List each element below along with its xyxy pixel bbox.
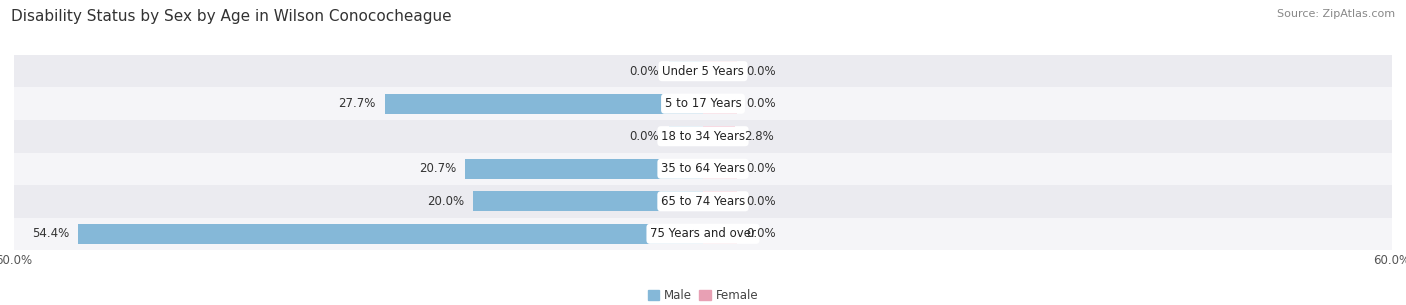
Bar — [703, 224, 738, 244]
Text: 54.4%: 54.4% — [32, 227, 69, 240]
Text: 0.0%: 0.0% — [747, 97, 776, 110]
Bar — [14, 217, 1392, 250]
Text: 0.0%: 0.0% — [747, 162, 776, 175]
Text: 65 to 74 Years: 65 to 74 Years — [661, 195, 745, 208]
Legend: Male, Female: Male, Female — [643, 284, 763, 305]
Text: 20.7%: 20.7% — [419, 162, 456, 175]
Bar — [703, 159, 738, 179]
Text: 2.8%: 2.8% — [744, 130, 775, 143]
Bar — [14, 185, 1392, 217]
Text: 0.0%: 0.0% — [630, 130, 659, 143]
Bar — [669, 61, 703, 81]
Bar — [14, 152, 1392, 185]
Bar — [703, 94, 738, 114]
Text: 0.0%: 0.0% — [747, 65, 776, 78]
Bar — [703, 126, 735, 146]
Text: 5 to 17 Years: 5 to 17 Years — [665, 97, 741, 110]
Text: 0.0%: 0.0% — [747, 227, 776, 240]
Bar — [474, 191, 703, 211]
Bar — [14, 120, 1392, 152]
Bar — [669, 126, 703, 146]
Bar — [14, 88, 1392, 120]
Text: 0.0%: 0.0% — [747, 195, 776, 208]
Text: Source: ZipAtlas.com: Source: ZipAtlas.com — [1277, 9, 1395, 19]
Text: Disability Status by Sex by Age in Wilson Conococheague: Disability Status by Sex by Age in Wilso… — [11, 9, 451, 24]
Text: Under 5 Years: Under 5 Years — [662, 65, 744, 78]
Bar — [14, 55, 1392, 88]
Text: 0.0%: 0.0% — [630, 65, 659, 78]
Text: 35 to 64 Years: 35 to 64 Years — [661, 162, 745, 175]
Bar — [385, 94, 703, 114]
Text: 18 to 34 Years: 18 to 34 Years — [661, 130, 745, 143]
Text: 20.0%: 20.0% — [427, 195, 464, 208]
Bar — [79, 224, 703, 244]
Bar — [465, 159, 703, 179]
Text: 27.7%: 27.7% — [339, 97, 375, 110]
Bar — [703, 61, 738, 81]
Bar — [703, 191, 738, 211]
Text: 75 Years and over: 75 Years and over — [650, 227, 756, 240]
